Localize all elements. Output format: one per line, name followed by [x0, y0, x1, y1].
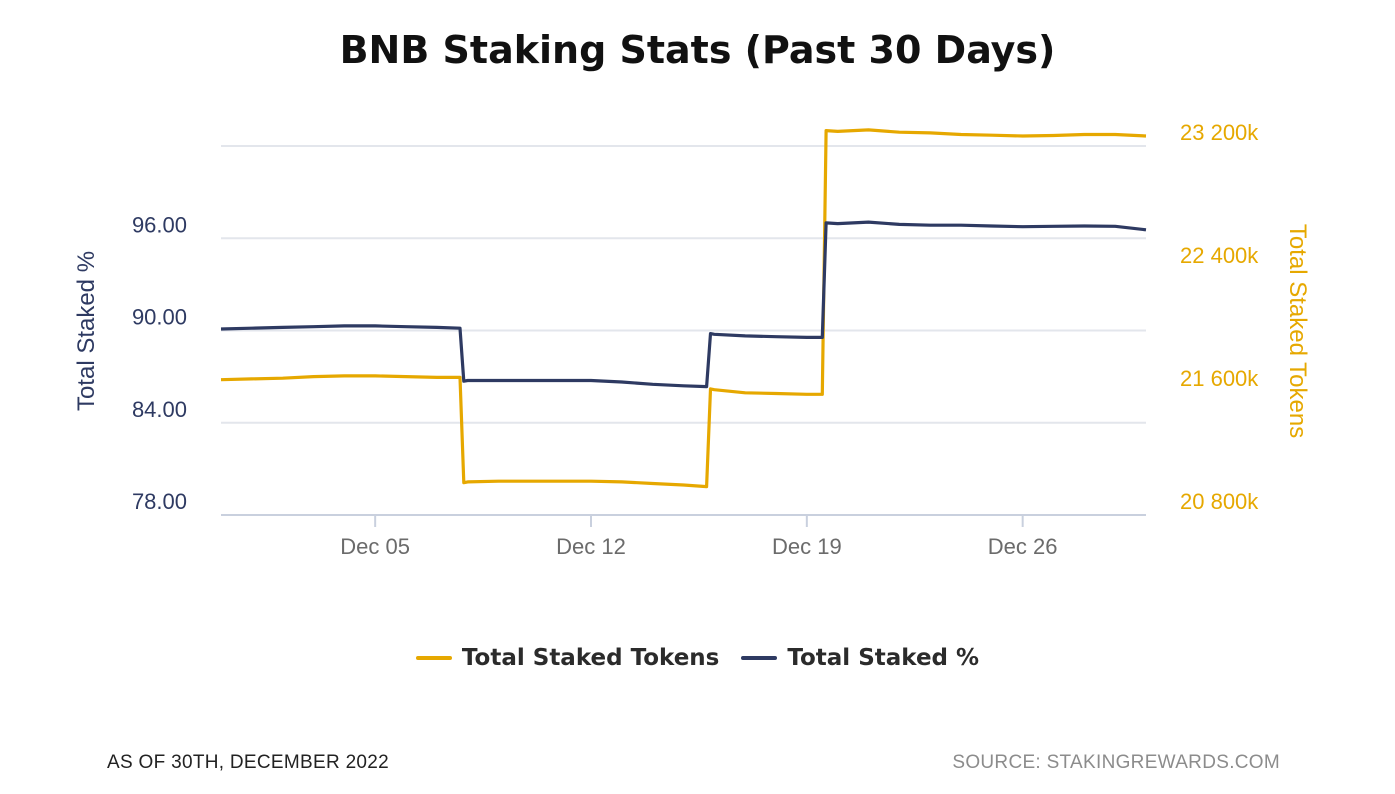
y-axis-right-title: Total Staked Tokens: [1284, 224, 1311, 438]
x-tick-label: Dec 19: [772, 534, 842, 559]
legend-item-percent[interactable]: Total Staked %: [741, 645, 979, 671]
y-right-tick-label: 20 800k: [1180, 489, 1259, 514]
y-left-tick-label: 96.00: [132, 212, 187, 237]
source-credit: SOURCE: STAKINGREWARDS.COM: [952, 752, 1280, 773]
y-right-tick-label: 23 200k: [1180, 120, 1259, 145]
series-lines: [220, 128, 1147, 489]
x-tick-label: Dec 05: [340, 534, 410, 559]
legend-label-percent: Total Staked %: [787, 645, 980, 671]
x-tick-label: Dec 12: [556, 534, 626, 559]
series-line-total-staked-percent[interactable]: [220, 220, 1147, 389]
chart-title: BNB Staking Stats (Past 30 Days): [339, 28, 1056, 72]
y-left-tick-label: 90.00: [132, 305, 187, 330]
legend-swatch-percent: [741, 656, 778, 660]
as-of-date: AS OF 30TH, DECEMBER 2022: [107, 752, 390, 773]
y-left-tick-label: 78.00: [132, 489, 187, 514]
x-tick-label: Dec 26: [988, 534, 1058, 559]
legend-swatch-tokens: [415, 656, 452, 660]
y-axis-left-title: Total Staked %: [73, 251, 100, 411]
gridlines: [221, 145, 1146, 516]
series-line-total-staked-tokens[interactable]: [220, 128, 1147, 489]
legend-label-tokens: Total Staked Tokens: [461, 645, 720, 671]
tick-labels: 96.00 90.00 84.00 78.00 23 200k 22 400k 21 600…: [132, 120, 1259, 559]
y-left-tick-label: 84.00: [132, 397, 187, 422]
legend: Total Staked Tokens Total Staked %: [0, 645, 1395, 671]
y-right-tick-label: 22 400k: [1180, 243, 1259, 268]
legend-item-tokens[interactable]: Total Staked Tokens: [415, 645, 720, 671]
y-right-tick-label: 21 600k: [1180, 366, 1259, 391]
